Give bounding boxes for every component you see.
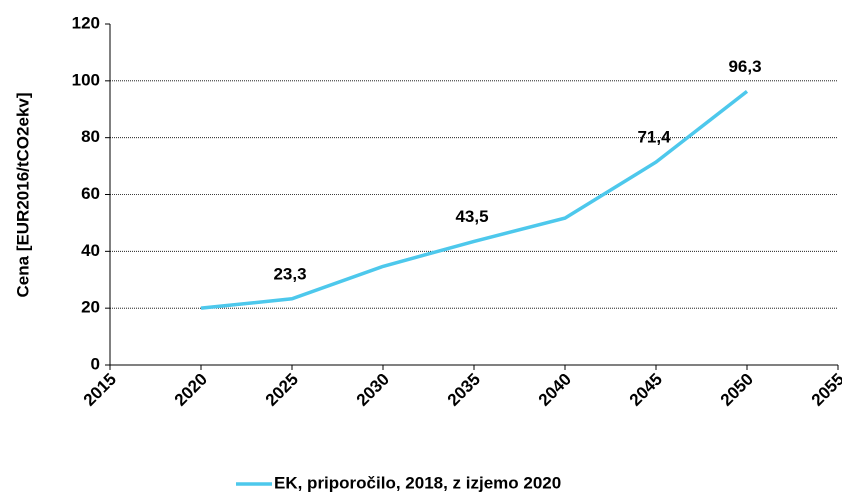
x-tick-label: 2055 <box>808 370 842 410</box>
x-tick-label: 2035 <box>444 370 484 410</box>
y-tick-label: 100 <box>72 70 100 89</box>
series-line <box>200 89 749 310</box>
data-label: 71,4 <box>637 128 671 147</box>
x-tick-label: 2040 <box>535 370 575 410</box>
legend-label: EK, priporočilo, 2018, z izjemo 2020 <box>274 473 561 492</box>
y-axis-label: Cena [EUR2016/tCO2ekv] <box>13 92 32 297</box>
x-tick-label: 2045 <box>626 370 666 410</box>
x-tick-label: 2030 <box>353 370 393 410</box>
y-tick-label: 20 <box>81 298 100 317</box>
data-label: 96,3 <box>728 57 761 76</box>
y-tick-label: 80 <box>81 127 100 146</box>
y-tick-label: 40 <box>81 241 100 260</box>
data-label: 23,3 <box>273 264 306 283</box>
y-tick-label: 0 <box>91 354 100 373</box>
y-tick-label: 120 <box>72 13 100 32</box>
data-label: 43,5 <box>455 207 488 226</box>
x-tick-label: 2015 <box>80 370 120 410</box>
x-tick-label: 2050 <box>717 370 757 410</box>
x-tick-label: 2025 <box>262 370 302 410</box>
y-tick-label: 60 <box>81 184 100 203</box>
x-tick-label: 2020 <box>171 370 211 410</box>
